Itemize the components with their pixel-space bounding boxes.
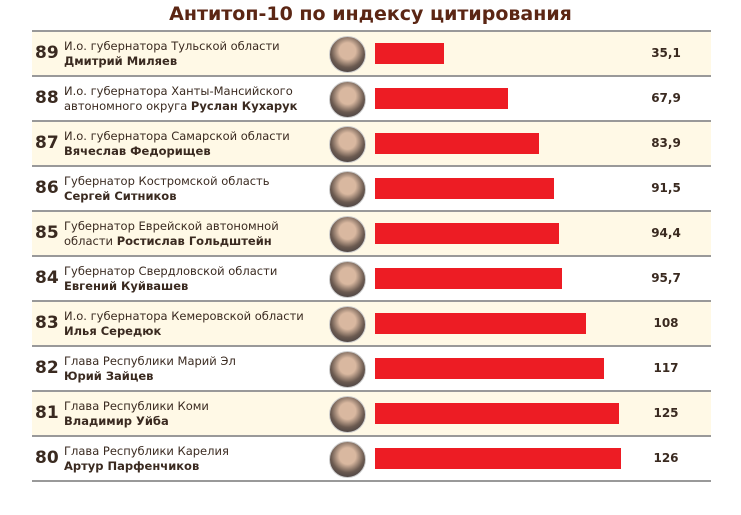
governor-description: И.о. губернатора Ханты-Мансийского автоно… [64,84,297,113]
ranking-table: 89 И.о. губернатора Тульской области Дмит… [32,30,711,482]
governor-description: Губернатор Костромской область Сергей Сит… [64,174,270,203]
rank-number: 88 [35,88,59,108]
portrait-photo [329,261,366,298]
table-row: 81 Глава Республики Коми Владимир Уйба 12… [32,392,711,437]
value-label: 35,1 [651,46,681,60]
position-line: И.о. губернатора Кемеровской области [64,309,304,323]
position-line: Глава Республики Марий Эл [64,354,236,368]
value-bar [375,268,562,289]
portrait-photo [329,441,366,478]
value-bar [375,133,539,154]
value-bar [375,313,586,334]
governor-name: Юрий Зайцев [64,368,154,383]
table-row: 84 Губернатор Свердловской области Евгени… [32,257,711,302]
position-line-2: области [64,233,117,248]
position-line: Губернатор Свердловской области [64,264,278,278]
rank-number: 82 [35,358,59,378]
position-line: И.о. губернатора Ханты-Мансийского [64,84,293,98]
value-bar [375,43,444,64]
position-line: И.о. губернатора Тульской области [64,39,280,53]
rank-number: 81 [35,403,59,423]
governor-name: Артур Парфенчиков [64,458,200,473]
value-label: 125 [653,406,679,420]
governor-description: Глава Республики Карелия Артур Парфенчико… [64,444,229,473]
value-label: 117 [653,361,679,375]
table-row: 85 Губернатор Еврейской автономной област… [32,212,711,257]
portrait-photo [329,81,366,118]
table-row: 82 Глава Республики Марий Эл Юрий Зайцев … [32,347,711,392]
portrait-photo [329,351,366,388]
rank-number: 80 [35,448,59,468]
rank-number: 86 [35,178,59,198]
position-line: И.о. губернатора Самарской области [64,129,290,143]
governor-name: Ростислав Гольдштейн [116,233,272,248]
rank-number: 89 [35,43,59,63]
governor-description: И.о. губернатора Самарской области Вячесл… [64,129,290,158]
rank-number: 83 [35,313,59,333]
value-bar [375,358,604,379]
value-bar [375,178,554,199]
governor-name: Сергей Ситников [64,188,177,203]
rank-number: 85 [35,223,59,243]
table-row: 83 И.о. губернатора Кемеровской области И… [32,302,711,347]
value-label: 91,5 [651,181,681,195]
rank-number: 84 [35,268,59,288]
value-bar [375,88,508,109]
governor-description: И.о. губернатора Кемеровской области Илья… [64,309,304,338]
position-line: Губернатор Костромской область [64,174,270,188]
table-row: 88 И.о. губернатора Ханты-Мансийского авт… [32,77,711,122]
governor-name: Илья Середюк [64,323,162,338]
portrait-photo [329,36,366,73]
portrait-photo [329,126,366,163]
governor-description: Губернатор Еврейской автономной области Р… [64,219,279,248]
governor-name: Евгений Куйвашев [64,278,189,293]
value-bar [375,448,622,469]
portrait-photo [329,396,366,433]
governor-name: Владимир Уйба [64,413,169,428]
position-line: Губернатор Еврейской автономной [64,219,279,233]
value-label: 108 [653,316,679,330]
value-bar [375,223,560,244]
governor-description: Глава Республики Коми Владимир Уйба [64,399,209,428]
rank-number: 87 [35,133,59,153]
value-label: 95,7 [651,271,681,285]
table-row: 80 Глава Республики Карелия Артур Парфенч… [32,437,711,482]
portrait-photo [329,216,366,253]
portrait-photo [329,306,366,343]
governor-description: Губернатор Свердловской области Евгений К… [64,264,277,293]
chart-title: Антитоп-10 по индексу цитирования [169,3,572,25]
table-row: 89 И.о. губернатора Тульской области Дмит… [32,32,711,77]
governor-name: Дмитрий Миляев [64,53,178,68]
portrait-photo [329,171,366,208]
value-bar [375,403,620,424]
value-label: 126 [653,451,679,465]
governor-description: И.о. губернатора Тульской области Дмитрий… [64,39,280,68]
value-label: 67,9 [651,91,681,105]
position-line: Глава Республики Карелия [64,444,229,458]
governor-name: Вячеслав Федорищев [64,143,211,158]
governor-description: Глава Республики Марий Эл Юрий Зайцев [64,354,236,383]
governor-name: Руслан Кухарук [190,98,298,113]
position-line: Глава Республики Коми [64,399,209,413]
table-row: 86 Губернатор Костромской область Сергей … [32,167,711,212]
value-label: 83,9 [651,136,681,150]
value-label: 94,4 [651,226,681,240]
position-line-2: автономного округа [64,98,191,113]
table-row: 87 И.о. губернатора Самарской области Вяч… [32,122,711,167]
